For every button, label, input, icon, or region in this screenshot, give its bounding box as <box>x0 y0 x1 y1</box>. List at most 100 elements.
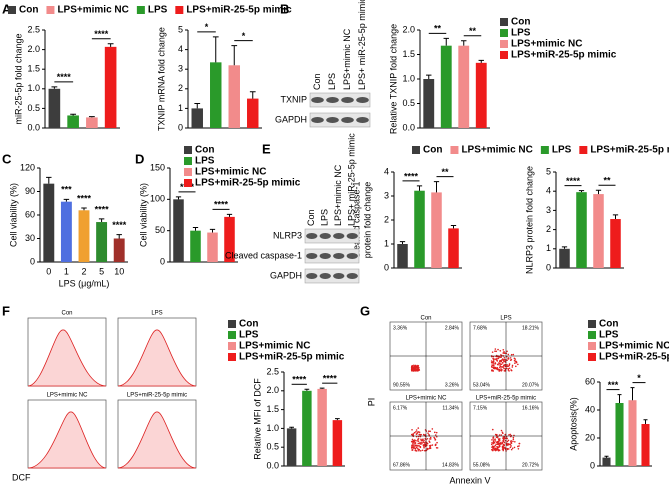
blot-band <box>346 273 358 279</box>
error-bar <box>194 103 201 109</box>
legend-swatch <box>136 6 145 14</box>
flow-dot <box>494 440 497 442</box>
y-axis-label: miR-25-5p fold change <box>13 33 23 124</box>
flow-dot <box>501 442 504 445</box>
y-tick-label: 0 <box>160 256 165 266</box>
quadrant-value: 14.83% <box>442 462 460 468</box>
legend-swatch <box>228 353 236 361</box>
flow-dot <box>503 437 505 440</box>
blot-row-label: Cleaved caspase-1 <box>225 250 302 260</box>
blot-band <box>356 97 369 103</box>
y-tick-label: 150 <box>150 162 165 172</box>
legend-swatch <box>588 331 596 339</box>
significance-label: * <box>242 31 246 41</box>
flow-dot <box>502 447 505 449</box>
error-bar <box>226 213 233 217</box>
y-tick-label: 0 <box>546 262 551 272</box>
legend-swatch <box>184 146 192 154</box>
error-bar <box>46 176 52 184</box>
y-tick-label: 0.5 <box>266 442 279 452</box>
flow-dot <box>419 433 421 436</box>
error-bar <box>399 241 406 244</box>
significance-label: ** <box>603 176 611 186</box>
error-bar <box>643 419 648 424</box>
y-tick-label: 0 <box>384 262 389 272</box>
flow-title: LPS+mimic NC <box>406 396 448 402</box>
flow-dot <box>491 362 493 364</box>
flow-dot <box>505 436 508 438</box>
error-bar <box>604 455 609 458</box>
lane-label: LPS+mimic NC <box>333 164 343 226</box>
flow-dot <box>417 431 419 434</box>
flow-dot <box>433 436 435 439</box>
significance-label: * <box>637 373 641 383</box>
error-bar <box>426 74 432 79</box>
y-axis-label: Relative MFI of DCF <box>252 378 262 460</box>
quadrant-value: 67.86% <box>393 462 411 468</box>
flow-dot <box>410 433 413 436</box>
lane-label: LPS <box>327 73 337 90</box>
legend-label: LPS+miR-25-5p mimic <box>239 352 345 363</box>
y-tick-label: 1.5 <box>27 64 40 74</box>
flow-dot <box>511 364 514 367</box>
bar <box>113 238 125 262</box>
flow-dot <box>423 449 426 452</box>
flow-dot <box>419 446 422 449</box>
flow-dot <box>494 362 497 365</box>
bar <box>302 390 312 466</box>
legend-swatch <box>450 146 459 154</box>
flow-dot <box>434 439 436 441</box>
y-axis-label: Apoptosis(%) <box>568 397 578 451</box>
legend-swatch <box>46 6 55 14</box>
flow-dot <box>515 365 517 368</box>
flow-dot <box>413 431 416 434</box>
flow-title: LPS+miR-25-5p mimic <box>476 396 536 402</box>
flow-dot <box>420 438 422 441</box>
flow-dot <box>497 435 499 438</box>
error-bar <box>630 387 635 401</box>
y-tick-label: 0.0 <box>402 122 415 132</box>
blot-strip <box>309 112 371 128</box>
blot-band <box>346 233 358 239</box>
flow-dot <box>510 358 513 361</box>
histogram-curve <box>27 329 107 387</box>
y-tick-label: 60 <box>585 376 595 386</box>
bar <box>48 88 61 128</box>
flow-dot <box>499 442 502 444</box>
flow-title: Con <box>420 316 431 322</box>
legend-swatch <box>228 331 236 339</box>
flow-dot <box>500 434 503 436</box>
flow-dot <box>504 352 506 354</box>
flow-dot <box>493 366 496 369</box>
legend-label: LPS+miR-25-5p mimic <box>599 352 669 363</box>
legend-label: LPS+miR-25-5p mimic <box>186 5 292 16</box>
y-tick-label: 4 <box>178 44 183 54</box>
bar <box>286 428 297 466</box>
flow-dot <box>514 358 516 360</box>
bar <box>332 420 343 466</box>
flow-dot <box>498 362 501 365</box>
blot-band <box>311 117 324 123</box>
legend-label: LPS <box>239 330 259 341</box>
flow-dot <box>506 437 508 440</box>
flow-dot <box>502 364 505 367</box>
flow-dot <box>515 361 518 364</box>
flow-dot <box>509 357 512 359</box>
bar <box>247 98 259 128</box>
flow-dot <box>507 368 510 370</box>
bar <box>397 244 408 268</box>
y-tick-label: 0.5 <box>27 103 40 113</box>
error-bar <box>617 394 622 403</box>
y-tick-label: 2 <box>546 224 551 234</box>
significance-label: **** <box>292 375 307 385</box>
blot-band <box>326 97 339 103</box>
flow-dot <box>423 441 426 444</box>
flow-dot <box>510 369 512 371</box>
y-axis-label: TXNIP mRNA fold change <box>156 27 166 131</box>
flow-dot <box>421 442 423 444</box>
flow-dot <box>510 448 513 451</box>
flow-dot <box>426 437 429 440</box>
flow-dot <box>507 442 510 445</box>
y-tick-label: 50 <box>155 225 165 235</box>
flow-dot <box>500 370 503 372</box>
